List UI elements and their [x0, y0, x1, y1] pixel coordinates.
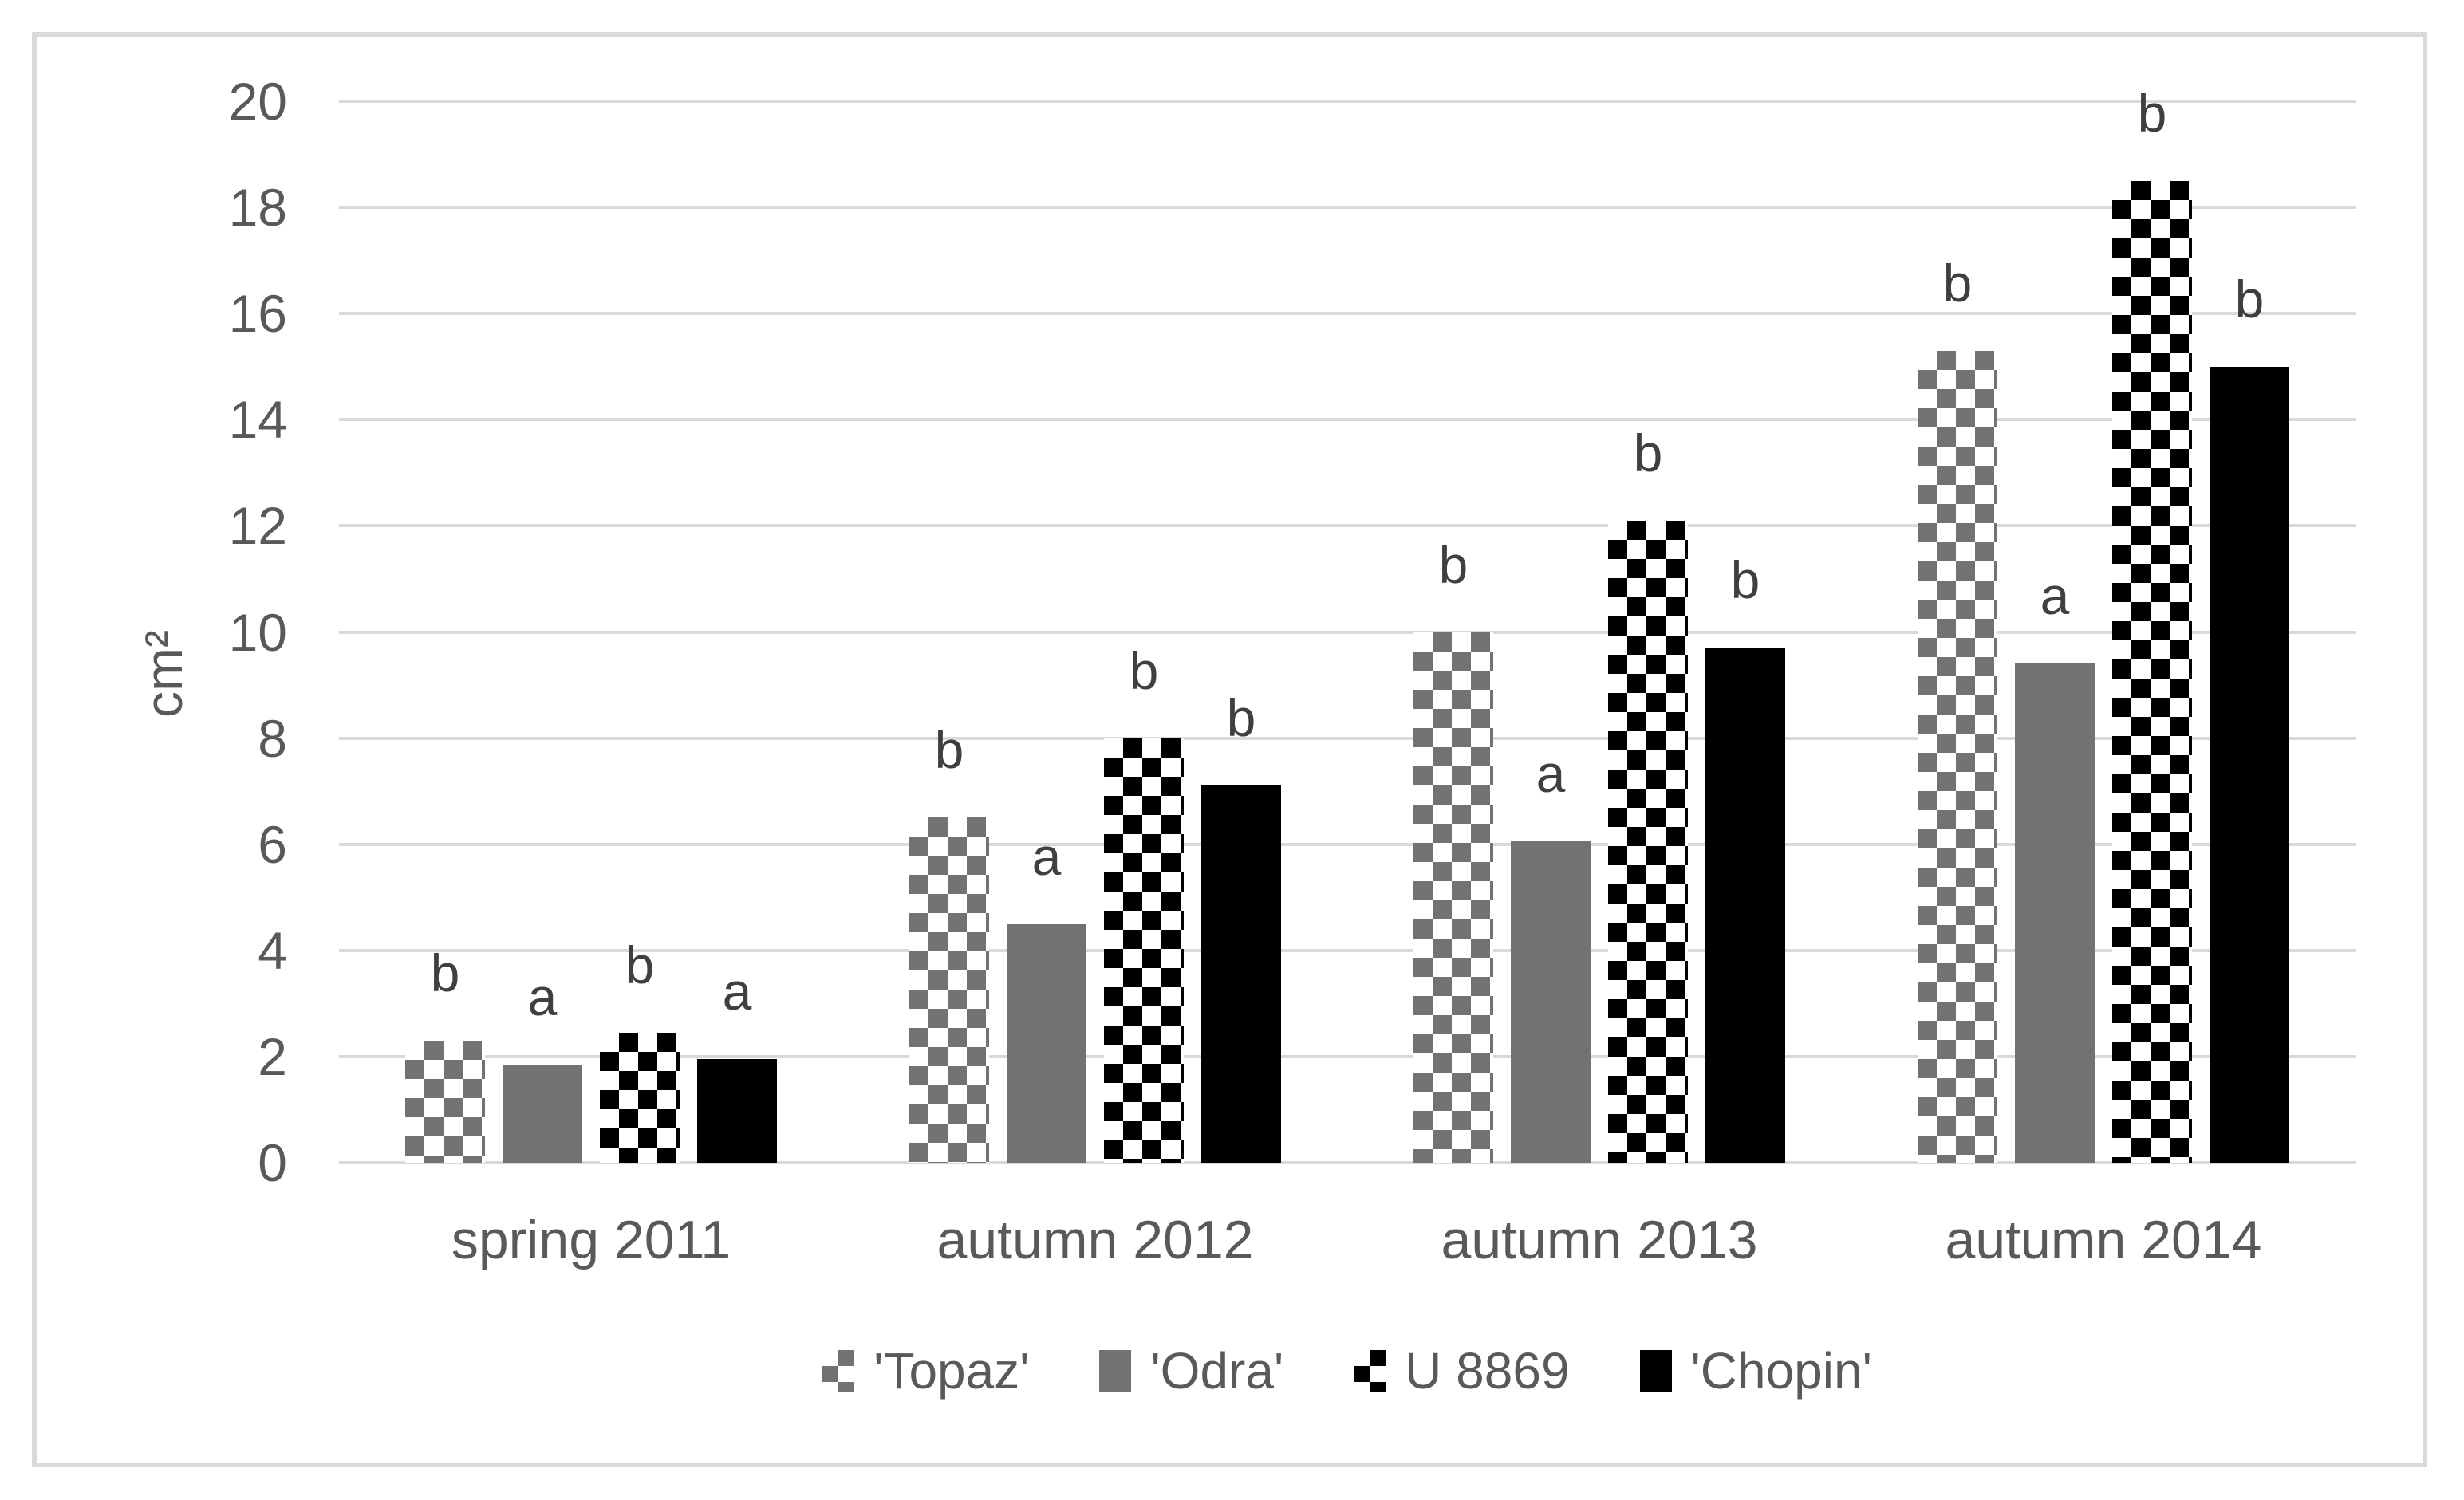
bar — [405, 1040, 485, 1163]
bar-letter: a — [1031, 826, 1062, 886]
bar — [1104, 738, 1184, 1163]
bar-letter: b — [1730, 550, 1760, 610]
bar-letter: b — [1226, 688, 1256, 748]
legend-label: 'Topaz' — [873, 1342, 1030, 1400]
legend-swatch — [1099, 1350, 1132, 1392]
legend-item: 'Odra' — [1099, 1341, 1283, 1400]
y-tick-label: 16 — [228, 284, 287, 344]
bar-letter: a — [722, 962, 752, 1022]
bar-letter: b — [2137, 83, 2167, 143]
legend-swatch — [822, 1350, 855, 1392]
bar — [2015, 663, 2095, 1163]
bar — [697, 1059, 777, 1163]
x-category-label: autumn 2012 — [936, 1210, 1254, 1270]
gridline — [339, 630, 2356, 634]
y-tick-label: 10 — [228, 602, 287, 662]
legend-label: 'Chopin' — [1690, 1342, 1872, 1400]
gridline — [339, 948, 2356, 952]
figure-border — [32, 32, 2427, 1467]
bar — [909, 817, 989, 1163]
bar-letter: b — [625, 935, 655, 994]
y-tick-label: 14 — [228, 390, 287, 450]
y-tick-label: 0 — [258, 1133, 287, 1192]
bar — [503, 1064, 582, 1163]
bar-letter: b — [1438, 534, 1469, 594]
y-tick-label: 18 — [228, 178, 287, 238]
bar — [1608, 520, 1688, 1163]
bar — [1413, 632, 1493, 1163]
x-category-label: autumn 2014 — [1945, 1210, 2262, 1270]
legend-item: U 8869 — [1354, 1341, 1570, 1400]
gridline — [339, 524, 2356, 528]
y-tick-label: 12 — [228, 496, 287, 556]
gridline — [339, 1161, 2356, 1164]
bar — [1511, 841, 1591, 1163]
bar-letter: b — [1633, 423, 1663, 482]
gridline — [339, 100, 2356, 103]
bar-letter: b — [1942, 253, 1973, 313]
bar-letter: b — [1129, 640, 1159, 700]
bar-letter: b — [934, 720, 964, 780]
bar-letter: a — [1536, 744, 1566, 804]
y-tick-label: 20 — [228, 72, 287, 131]
gridline — [339, 312, 2356, 316]
legend: 'Topaz' 'Odra' U 8869 'Chopin' — [339, 1337, 2356, 1405]
bar — [2210, 366, 2289, 1163]
gridline — [339, 418, 2356, 422]
legend-item: 'Chopin' — [1639, 1341, 1872, 1400]
gridline — [339, 842, 2356, 846]
bar-letter: a — [2040, 566, 2070, 626]
bar — [1201, 785, 1281, 1163]
bar — [600, 1032, 680, 1163]
plot-area: b a b a b a b b b a b b b a b b — [339, 85, 2356, 1164]
y-tick-label: 2 — [258, 1026, 287, 1086]
legend-label: U 8869 — [1405, 1342, 1570, 1400]
gridline — [339, 206, 2356, 210]
bar-letter: b — [2234, 269, 2265, 329]
bar — [1705, 648, 1785, 1163]
legend-swatch — [1639, 1350, 1672, 1392]
legend-label: 'Odra' — [1150, 1342, 1284, 1400]
bar — [1007, 923, 1086, 1163]
legend-swatch — [1354, 1350, 1386, 1392]
bar — [1918, 350, 1997, 1163]
bar-letter: b — [430, 943, 460, 1002]
x-category-label: autumn 2013 — [1441, 1210, 1758, 1270]
y-tick-label: 8 — [258, 708, 287, 768]
gridline — [339, 1054, 2356, 1058]
gridline — [339, 736, 2356, 740]
y-tick-label: 6 — [258, 814, 287, 874]
bar-letter: a — [527, 967, 558, 1026]
legend-item: 'Topaz' — [822, 1341, 1029, 1400]
bar — [2112, 180, 2192, 1163]
y-tick-label: 4 — [258, 920, 287, 980]
x-category-label: spring 2011 — [451, 1210, 731, 1270]
